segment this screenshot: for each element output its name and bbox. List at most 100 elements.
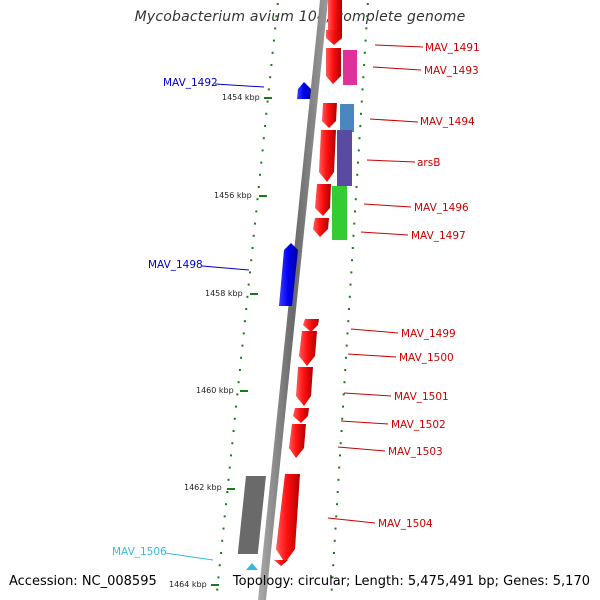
minor-tick-right xyxy=(363,51,366,54)
minor-tick-right xyxy=(358,137,361,140)
minor-tick-left xyxy=(247,283,250,286)
minor-tick-right xyxy=(335,515,338,518)
minor-tick-right xyxy=(331,576,334,579)
kbp-scale: 1454 kbp 1456 kbp 1458 kbp 1460 kbp 1462… xyxy=(169,93,272,589)
gene-label-mav-1494[interactable]: MAV_1494 xyxy=(420,116,475,128)
gene-label-mav-1491[interactable]: MAV_1491 xyxy=(425,42,480,54)
minor-tick-right xyxy=(363,64,366,66)
feature-bar-steelblue xyxy=(340,104,354,132)
minor-tick-right xyxy=(339,442,342,445)
minor-tick-left xyxy=(235,405,238,408)
minor-tick-right xyxy=(343,381,346,384)
gene-arrow-mav-1499 xyxy=(303,319,319,332)
gene-label-mav-1496[interactable]: MAV_1496 xyxy=(414,202,469,214)
minor-tick-left xyxy=(276,3,279,5)
minor-tick-left xyxy=(245,308,248,310)
minor-tick-left xyxy=(226,491,229,493)
minor-tick-left xyxy=(265,112,268,115)
minor-tick-right xyxy=(360,112,362,115)
gene-label-mav-1503[interactable]: MAV_1503 xyxy=(388,446,443,458)
feature-bar-purple xyxy=(337,130,352,186)
gene-label-mav-1504[interactable]: MAV_1504 xyxy=(378,518,433,530)
minor-tick-right xyxy=(366,15,369,18)
minor-tick-right xyxy=(357,161,359,164)
gene-label-mav-1497[interactable]: MAV_1497 xyxy=(411,230,466,242)
kbp-label-1456: 1456 kbp xyxy=(214,191,252,200)
minor-tick-left xyxy=(262,137,265,140)
topology-text: Topology: circular; Length: 5,475,491 bp… xyxy=(232,574,590,589)
gene-arrow-mav-1498 xyxy=(279,243,298,306)
gene-label-mav-1501[interactable]: MAV_1501 xyxy=(394,391,449,403)
minor-tick-right xyxy=(349,283,352,286)
minor-tick-left xyxy=(243,320,246,323)
minor-tick-right xyxy=(341,417,344,420)
minor-tick-right xyxy=(362,76,365,79)
minor-tick-left xyxy=(264,125,267,127)
gene-label-mav-1506[interactable]: MAV_1506 xyxy=(112,546,167,558)
minor-tick-right xyxy=(359,125,362,127)
minor-tick-left xyxy=(267,88,270,91)
minor-tick-left xyxy=(242,332,245,335)
kbp-label-1454: 1454 kbp xyxy=(222,93,260,102)
minor-tick-left xyxy=(216,588,219,591)
minor-tick-right xyxy=(351,259,353,262)
gene-label-mav-1492[interactable]: MAV_1492 xyxy=(163,77,218,89)
minor-tick-left xyxy=(272,39,275,42)
minor-tick-left xyxy=(259,173,261,176)
gene-arrow-mav-1494 xyxy=(322,103,337,128)
minor-tick-left xyxy=(240,356,243,359)
minor-tick-right xyxy=(352,234,355,237)
minor-tick-right xyxy=(342,393,345,396)
minor-tick-right xyxy=(366,3,369,5)
minor-tick-left xyxy=(221,539,224,542)
gene-arrow-mav-1502 xyxy=(293,408,309,423)
minor-tick-right xyxy=(333,539,336,542)
minor-tick-left xyxy=(261,149,264,152)
gene-arrow-arsb xyxy=(319,130,336,182)
gene-label-mav-1502[interactable]: MAV_1502 xyxy=(391,419,446,431)
minor-tick-left xyxy=(246,295,249,298)
minor-tick-right xyxy=(330,588,333,591)
gene-arrow-mav-1501 xyxy=(296,367,313,406)
gene-label-mav-1498[interactable]: MAV_1498 xyxy=(148,259,203,271)
minor-tick-right xyxy=(345,344,348,347)
gene-arrow-mav-1492 xyxy=(297,82,311,99)
minor-tick-left xyxy=(222,527,225,530)
kbp-label-1460: 1460 kbp xyxy=(196,386,234,395)
minor-tick-right xyxy=(344,369,347,371)
gene-label-mav-1500[interactable]: MAV_1500 xyxy=(399,352,454,364)
minor-tick-left xyxy=(266,100,269,103)
gene-arrow-mav-1504 xyxy=(276,474,300,563)
minor-tick-right xyxy=(333,552,335,554)
minor-tick-right xyxy=(348,295,351,298)
feature-bar-magenta xyxy=(343,50,357,85)
gene-label-mav-1493[interactable]: MAV_1493 xyxy=(424,65,479,77)
gene-label-arsb[interactable]: arsB xyxy=(417,157,440,169)
gene-arrow-mav-1496 xyxy=(315,184,331,216)
gene-arrow-mav-1497 xyxy=(313,218,329,237)
gene-label-mav-1499[interactable]: MAV_1499 xyxy=(401,328,456,340)
minor-tick-right xyxy=(337,478,340,481)
accession-text: Accession: NC_008595 xyxy=(9,574,157,589)
minor-tick-right xyxy=(357,149,360,152)
minor-tick-left xyxy=(257,186,260,188)
map-title: Mycobacterium avium 104, complete genome xyxy=(134,9,466,25)
minor-tick-right xyxy=(355,186,358,188)
minor-tick-left xyxy=(231,442,234,445)
feature-bar-grey xyxy=(237,476,266,554)
minor-tick-right xyxy=(354,198,357,201)
kbp-label-1462: 1462 kbp xyxy=(184,483,222,492)
genome-backbone xyxy=(258,0,328,600)
minor-tick-right xyxy=(345,356,347,359)
minor-tick-right xyxy=(347,320,350,323)
gene-arrow-mav-1491 xyxy=(326,30,342,45)
minor-tick-left xyxy=(255,210,258,213)
leader-lines xyxy=(164,44,424,561)
kbp-label-1464: 1464 kbp xyxy=(169,580,207,589)
minor-tick-left xyxy=(270,64,273,66)
minor-tick-left xyxy=(249,271,251,274)
minor-tick-right xyxy=(338,466,341,469)
gene-arrow-mav-1506 xyxy=(246,563,258,570)
minor-tick-right xyxy=(334,527,337,530)
